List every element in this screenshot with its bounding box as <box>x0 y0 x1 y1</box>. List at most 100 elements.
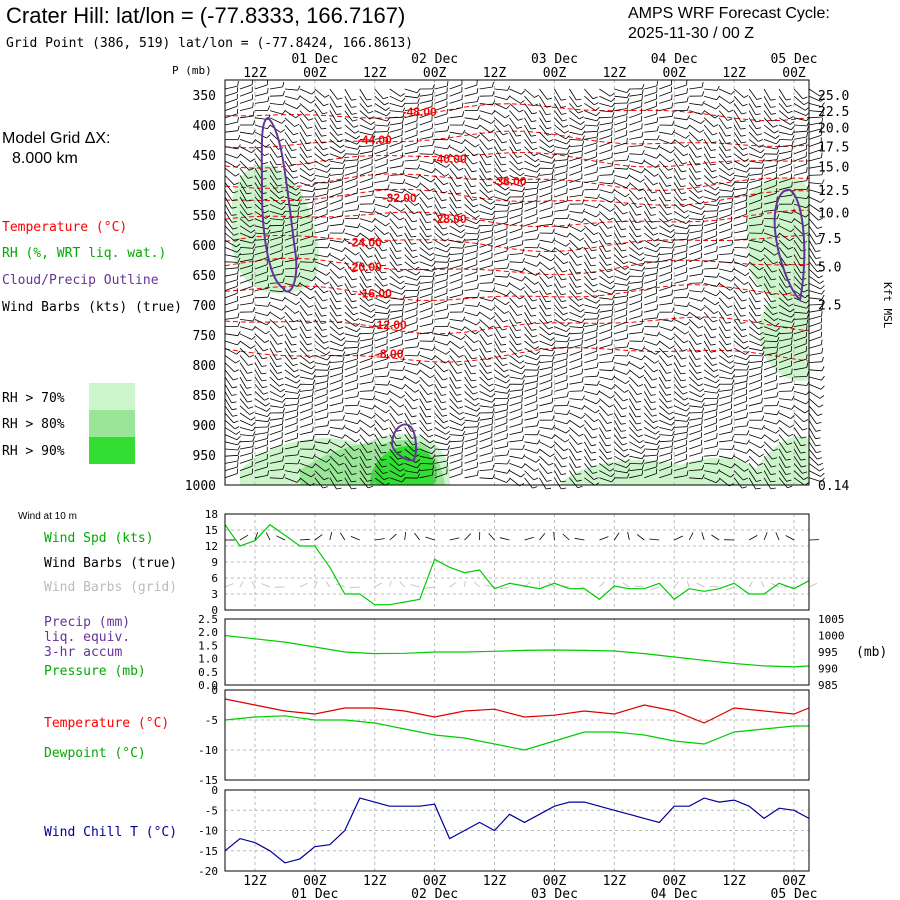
wind-barb <box>494 391 508 394</box>
wind-barb-flag <box>321 141 327 144</box>
wind-barb-flag <box>731 203 733 209</box>
wind-barb <box>479 146 488 158</box>
wind-barb-flag <box>457 363 463 366</box>
wind-barb <box>643 391 652 403</box>
wind-barb <box>449 182 457 195</box>
wind-barb <box>224 460 238 464</box>
wind-barb <box>643 362 654 373</box>
wind-barb <box>494 470 508 474</box>
wind-barb-flag <box>297 459 301 465</box>
wind-barb <box>254 458 268 464</box>
wind-barb <box>718 117 727 129</box>
wind-barb <box>494 139 502 151</box>
wind-barb-flag <box>234 426 240 430</box>
wind-barb-flag <box>802 428 808 431</box>
wind-barb-flag <box>326 458 331 463</box>
wind-barb-flag <box>626 155 630 161</box>
wind-barb <box>614 261 626 270</box>
wind-barb <box>703 333 712 346</box>
wind-barb-flag <box>401 385 406 390</box>
wind-barb-flag <box>761 174 763 180</box>
wind-barb-flag <box>338 462 344 466</box>
wind-barb <box>733 304 742 317</box>
wind-barb-flag <box>773 448 779 452</box>
wind-barb <box>329 477 337 490</box>
wind-barb-flag <box>441 199 447 202</box>
wind-barb <box>434 333 448 337</box>
wind-barb <box>284 146 292 159</box>
wind-barb <box>494 340 502 353</box>
wind-barb-flag <box>668 354 674 358</box>
wind-barb <box>793 448 802 461</box>
wind-barb <box>703 131 712 144</box>
wind-barb <box>284 196 298 202</box>
wind-barb-flag <box>369 246 374 250</box>
wind-barb-flag <box>486 371 492 374</box>
wind-barb <box>494 362 505 372</box>
wind-barb-flag <box>506 105 511 110</box>
wind-barb <box>389 116 403 119</box>
wind-barb-flag <box>731 231 733 237</box>
wind-barb <box>658 160 669 171</box>
wind-barb <box>239 247 253 249</box>
wind-barb <box>419 355 433 361</box>
wind-barb-flag <box>546 292 552 295</box>
wind-barb <box>539 254 551 262</box>
wind-barb-flag <box>339 266 345 271</box>
wind-barb <box>344 290 352 302</box>
wind-barb-flag <box>417 146 419 152</box>
wind-barb <box>673 340 683 352</box>
wind-barb <box>254 84 268 90</box>
wind-barb <box>539 199 552 205</box>
wind-barb-flag <box>626 473 630 479</box>
wind-barb <box>658 347 669 358</box>
wind-barb <box>584 297 597 304</box>
wind-barb-flag <box>746 234 749 240</box>
wind-barb-flag <box>730 473 735 478</box>
wind-barb <box>464 124 478 130</box>
wind-barb-flag <box>487 334 493 337</box>
wind-barb-flag <box>566 410 571 415</box>
wind-barb-flag <box>411 423 417 425</box>
wind-barb <box>524 470 534 481</box>
wind-barb-flag <box>605 437 611 439</box>
wind-barb <box>299 103 310 113</box>
wind-barb-flag <box>549 332 554 336</box>
wind-barb <box>239 412 252 421</box>
wind-barb <box>658 203 668 215</box>
wind-barb <box>733 470 744 481</box>
wind-barb <box>539 247 552 253</box>
wind-barb-flag <box>371 368 374 374</box>
wind-barb <box>329 455 340 466</box>
wind-barb <box>524 199 538 205</box>
wind-barb <box>239 189 247 202</box>
wind-barb-flag <box>536 225 539 231</box>
wind-barb-flag <box>770 293 776 295</box>
wind-barb-flag <box>729 172 735 177</box>
wind-barb-flag <box>398 275 404 279</box>
wind-barb-flag <box>552 415 555 421</box>
wind-barb <box>659 146 671 154</box>
wind-barb <box>674 257 687 263</box>
wind-barb <box>314 146 325 157</box>
wind-barb-flag <box>432 271 435 277</box>
wind-barb <box>748 117 757 129</box>
wind-barb-flag <box>755 120 761 123</box>
wind-barb-flag <box>306 343 312 346</box>
wind-barb <box>239 465 253 471</box>
wind-barb-flag <box>772 124 778 128</box>
wind-barb <box>659 225 671 233</box>
top-hour-label: 00Z <box>423 66 447 81</box>
wind-barb-flag <box>381 444 387 447</box>
wind-barb-flag <box>731 258 735 263</box>
wind-barb <box>284 228 298 234</box>
wind-barb-flag <box>247 184 253 187</box>
wind-barb-flag <box>267 470 269 476</box>
temperature-contour-label: -44.00 <box>358 133 392 147</box>
grid-wind-barb <box>725 586 735 591</box>
wind-barb-flag <box>537 365 540 371</box>
wind-barb-flag <box>671 102 673 108</box>
wind-barb <box>389 174 403 176</box>
wind-barb <box>479 196 491 205</box>
wind-barb <box>658 369 667 382</box>
